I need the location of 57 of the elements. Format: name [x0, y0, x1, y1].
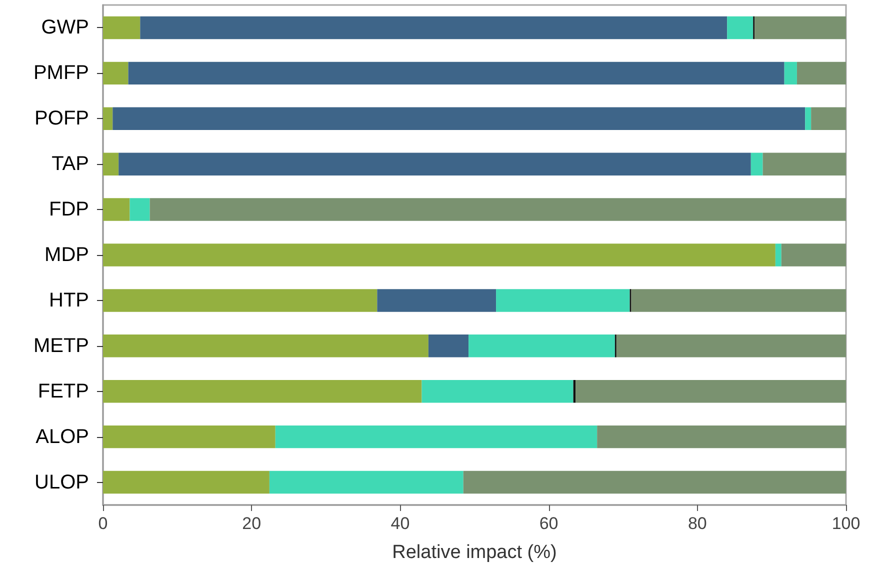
x-tick-label: 20 [242, 514, 262, 533]
x-tick-label: 60 [539, 514, 558, 533]
bar [103, 380, 422, 403]
x-tick-label: 80 [688, 514, 707, 533]
bar [103, 16, 140, 40]
bar [128, 62, 784, 85]
y-tick-label: PMFP [33, 62, 89, 84]
bar [103, 334, 428, 358]
bar [103, 470, 270, 494]
bar [805, 107, 812, 130]
x-tick-label: 40 [390, 514, 410, 533]
bar [269, 470, 464, 494]
bar [750, 152, 763, 176]
y-tick-label: GWP [41, 16, 89, 39]
x-axis-title: Relative impact (%) [392, 542, 557, 563]
bar [112, 107, 806, 130]
y-tick-label: TAP [52, 153, 89, 176]
bar [428, 334, 469, 358]
bar [727, 16, 754, 40]
bar [811, 107, 846, 130]
y-tick-label: MDP [44, 244, 89, 266]
bar [118, 152, 751, 176]
y-tick-label: FDP [49, 198, 89, 221]
bar [140, 16, 728, 40]
bar [781, 244, 846, 266]
y-tick-label: HTP [49, 289, 89, 312]
bar [103, 244, 776, 266]
bar [616, 334, 846, 358]
y-tick-label: METP [33, 334, 89, 357]
bar [496, 289, 630, 312]
y-tick-label: ALOP [36, 426, 89, 448]
y-tick-label: ULOP [34, 471, 89, 494]
bar [103, 152, 119, 176]
bar [597, 425, 846, 448]
bar [468, 334, 615, 358]
y-tick-label: POFP [34, 108, 89, 130]
bar [784, 62, 797, 85]
bar [631, 289, 846, 312]
bar [762, 152, 846, 176]
y-tick-label: FETP [38, 380, 89, 402]
bar [754, 16, 846, 40]
bar [130, 198, 150, 221]
x-tick-label: 0 [98, 514, 108, 533]
bar [796, 62, 846, 85]
x-tick-label: 100 [832, 514, 860, 533]
bar [775, 244, 782, 266]
bar [463, 470, 846, 494]
bar [275, 425, 598, 448]
bar [103, 62, 128, 85]
bar [103, 198, 130, 221]
bar [576, 380, 846, 403]
bar [103, 425, 276, 448]
bar [422, 380, 574, 403]
bar [150, 198, 846, 221]
bar [377, 289, 496, 312]
bar [103, 107, 113, 130]
bar [103, 289, 378, 312]
